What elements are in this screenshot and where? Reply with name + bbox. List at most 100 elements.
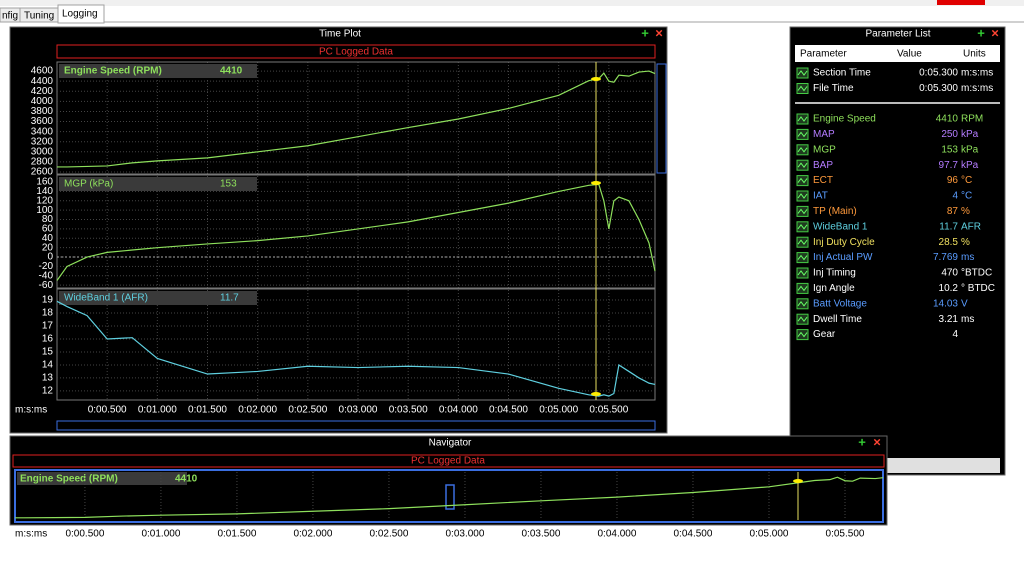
param-icon-wave — [797, 316, 808, 323]
param-value: 96 — [947, 175, 959, 186]
label-box — [59, 291, 257, 305]
tab-label[interactable]: Tuning — [24, 11, 54, 22]
x-tick-label: 0:02.000 — [293, 529, 332, 540]
x-tick-label: 0:04.500 — [674, 529, 713, 540]
param-name: Engine Speed — [813, 114, 876, 125]
parameter-window — [789, 26, 1006, 476]
param-value: 10.2 — [939, 283, 959, 294]
y-tick-label: 3000 — [31, 146, 54, 157]
param-icon-wave — [797, 85, 808, 92]
y-tick-label: 16 — [42, 334, 54, 345]
y-tick-label: 17 — [42, 321, 54, 332]
tab-label[interactable]: Logging — [62, 9, 98, 20]
trace-value: 11.7 — [220, 293, 239, 304]
y-tick-label: 100 — [36, 205, 53, 216]
param-units: °C — [961, 175, 972, 186]
y-tick-label: 4200 — [31, 86, 54, 97]
pin-button[interactable]: + — [977, 25, 985, 40]
y-tick-label: -40 — [39, 270, 54, 281]
close-button[interactable]: × — [655, 25, 663, 40]
banner: PC Logged Data — [411, 456, 485, 467]
cursor-marker — [591, 392, 601, 396]
close-button[interactable]: × — [873, 434, 881, 449]
x-tick-label: 0:03.000 — [445, 529, 484, 540]
close-button[interactable]: × — [991, 25, 999, 40]
x-tick-label: 0:04.000 — [439, 405, 478, 416]
y-tick-label: 4600 — [31, 66, 54, 77]
window-title: Navigator — [429, 438, 472, 449]
trace — [57, 70, 656, 168]
param-units: kPa — [961, 160, 979, 171]
pin-button[interactable]: + — [641, 25, 649, 40]
y-tick-label: 20 — [42, 242, 54, 253]
x-tick-label: 0:05.000 — [750, 529, 789, 540]
trace-label: WideBand 1 (AFR) — [64, 293, 148, 304]
param-name: TP (Main) — [813, 206, 857, 217]
tab-active[interactable] — [57, 4, 105, 24]
scrollbar[interactable] — [56, 420, 656, 431]
param-units: m:s:ms — [961, 68, 993, 79]
y-tick-label: 120 — [36, 195, 53, 206]
y-tick-label: 40 — [42, 233, 54, 244]
x-axis-label: m:s:ms — [15, 529, 47, 540]
param-units: °C — [961, 191, 972, 202]
navigator-window — [9, 435, 888, 526]
y-tick-label: 4000 — [31, 96, 54, 107]
y-tick-label: 2600 — [31, 167, 54, 178]
time-plot-window — [9, 26, 668, 434]
trace-label: MGP (kPa) — [64, 179, 113, 190]
y-tick-label: 14 — [42, 360, 54, 371]
tab-label[interactable]: nfig — [2, 11, 18, 22]
param-name: Batt Voltage — [813, 298, 867, 309]
param-name: Ign Angle — [813, 283, 855, 294]
param-icon-wave — [797, 208, 808, 215]
x-tick-label: 0:00.500 — [88, 405, 127, 416]
y-tick-label: 160 — [36, 177, 53, 188]
y-tick-label: 4400 — [31, 76, 54, 87]
param-icon-wave — [797, 70, 808, 76]
label-box — [59, 177, 257, 191]
panel-frame — [56, 174, 656, 289]
param-units: ms — [961, 252, 974, 263]
table-header — [795, 45, 1000, 62]
x-tick-label: 0:02.500 — [288, 405, 327, 416]
view-window[interactable] — [445, 484, 455, 510]
param-icon-wave — [797, 116, 808, 122]
param-icon-wave — [797, 177, 808, 184]
param-name: Dwell Time — [813, 314, 862, 325]
param-name: Gear — [813, 329, 836, 340]
y-tick-label: 13 — [42, 373, 54, 384]
param-value: 14.03 — [933, 298, 958, 309]
window-title: Parameter List — [865, 29, 930, 40]
param-value: 28.5 — [939, 237, 959, 248]
y-tick-label: 3400 — [31, 126, 54, 137]
scrollbar[interactable] — [656, 63, 667, 174]
y-tick-label: 3600 — [31, 116, 54, 127]
pin-button[interactable]: + — [858, 434, 866, 449]
y-tick-label: 3200 — [31, 136, 54, 147]
param-name: Section Time — [813, 68, 871, 79]
y-tick-label: 3800 — [31, 106, 54, 117]
trace — [15, 476, 883, 519]
param-icon-wave — [797, 239, 808, 246]
y-tick-label: -60 — [39, 280, 54, 291]
param-value: 0:05.300 — [919, 68, 958, 79]
x-tick-label: 0:01.000 — [138, 405, 177, 416]
trace-label: Engine Speed (RPM) — [64, 66, 162, 77]
trace — [56, 300, 656, 397]
y-tick-label: 2800 — [31, 157, 54, 168]
param-name: IAT — [813, 191, 828, 202]
param-value: 97.7 — [939, 160, 959, 171]
param-name: WideBand 1 — [813, 221, 868, 232]
banner-box — [12, 454, 885, 468]
y-tick-label: 19 — [42, 295, 54, 306]
param-icon-wave — [797, 270, 808, 276]
param-icon-wave — [797, 131, 808, 138]
label-box — [59, 64, 257, 78]
alert-bar — [937, 0, 985, 5]
param-units: m:s:ms — [961, 83, 993, 94]
cursor-marker — [793, 479, 803, 483]
label-box — [17, 472, 187, 485]
param-value: 4 — [952, 329, 958, 340]
param-icon-wave — [797, 331, 808, 338]
